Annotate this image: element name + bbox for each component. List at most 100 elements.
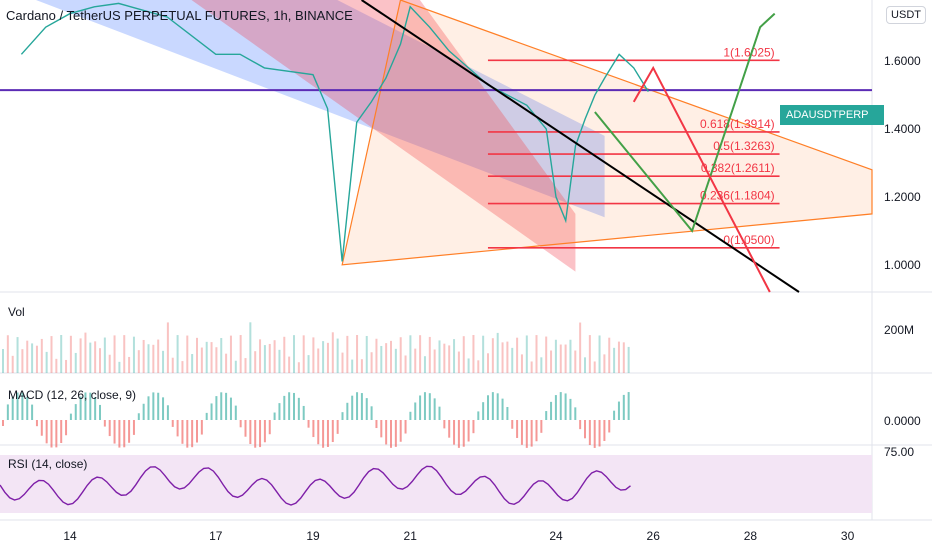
volume-bar (229, 335, 232, 373)
macd-bar (166, 405, 169, 420)
volume-bar (123, 335, 126, 373)
volume-bar (540, 357, 543, 373)
currency-button[interactable]: USDT (886, 6, 926, 24)
macd-bar (487, 395, 489, 420)
macd-bar (176, 420, 179, 437)
rsi-line (0, 465, 631, 506)
volume-bar (525, 335, 528, 373)
volume-bar (482, 335, 485, 373)
macd-bar (89, 392, 92, 420)
macd-bar (414, 402, 417, 420)
volume-bar (574, 350, 577, 373)
macd-bar (244, 420, 247, 437)
volume-bar (210, 342, 213, 373)
fib-level-label: 0(1.0500) (723, 233, 774, 247)
rsi-label: RSI (14, close) (8, 457, 88, 471)
volume-bar (516, 337, 519, 373)
volume-bar (249, 322, 252, 373)
volume-bar (157, 339, 160, 373)
macd-bar (2, 420, 4, 426)
macd-bar (336, 420, 339, 434)
volume-bar (617, 341, 620, 373)
macd-bar (409, 411, 412, 420)
macd-bar (283, 395, 286, 420)
macd-bar (69, 413, 72, 420)
volume-bar (390, 340, 392, 373)
macd-bar (322, 420, 325, 448)
macd-bar (360, 393, 363, 420)
macd-bar (123, 420, 126, 448)
volume-bar (2, 349, 4, 373)
macd-bar (380, 420, 383, 438)
macd-bar (297, 397, 300, 420)
macd-bar (394, 420, 397, 447)
volume-bar (26, 340, 29, 373)
macd-bar (613, 410, 616, 420)
macd-bar (511, 420, 514, 429)
volume-bar (559, 344, 562, 373)
volume-bar (176, 335, 179, 373)
macd-bar (482, 402, 485, 420)
volume-bar (268, 343, 271, 373)
volume-bar (74, 352, 77, 373)
volume-bar (259, 339, 262, 373)
macd-bar (259, 420, 262, 448)
macd-tick: 0.0000 (884, 414, 921, 428)
volume-bar (21, 349, 24, 373)
fib-level-label: 1(1.6025) (723, 45, 774, 59)
macd-bar (467, 420, 470, 442)
macd-bar (210, 403, 213, 420)
macd-bar (196, 420, 198, 443)
macd-bar (288, 392, 291, 420)
volume-bar (346, 335, 349, 373)
macd-bar (26, 396, 29, 420)
volume-bar (375, 338, 378, 373)
macd-bar (569, 398, 572, 420)
volume-bar (152, 344, 155, 373)
volume-bar (496, 332, 499, 373)
volume-bar (263, 345, 266, 373)
volume-bar (50, 336, 53, 373)
volume-bar (472, 335, 475, 373)
volume-bar (593, 361, 596, 373)
volume-bar (535, 335, 538, 373)
macd-bar (147, 396, 150, 420)
volume-bar (147, 344, 150, 373)
volume-bar (380, 345, 383, 373)
volume-bar (278, 349, 281, 373)
volume-bar (191, 354, 194, 373)
macd-bar (443, 420, 446, 429)
volume-bar (40, 338, 43, 373)
macd-bar (16, 392, 19, 420)
volume-bar (394, 348, 397, 373)
x-axis-tick: 21 (404, 529, 418, 543)
volume-bar (205, 341, 208, 373)
macd-bar (457, 420, 460, 448)
macd-bar (385, 420, 388, 445)
macd-bar (501, 398, 504, 420)
x-axis-tick: 26 (647, 529, 661, 543)
macd-bar (171, 420, 174, 427)
macd-bar (239, 420, 242, 428)
volume-bar (477, 360, 480, 373)
volume-bar (453, 339, 456, 373)
volume-bar (409, 335, 412, 373)
fib-level-label: 0.5(1.3263) (713, 139, 774, 153)
volume-bar (89, 342, 92, 373)
x-axis-tick: 28 (744, 529, 758, 543)
macd-bar (516, 420, 519, 438)
volume-bar (530, 361, 533, 373)
macd-bar (152, 392, 155, 420)
volume-bar (108, 354, 111, 373)
macd-bar (35, 420, 38, 427)
macd-bar (375, 420, 378, 429)
macd-bar (554, 395, 557, 420)
red-channel (191, 0, 576, 272)
macd-bar (113, 420, 116, 444)
macd-bar (370, 406, 373, 420)
volume-bar (501, 342, 504, 373)
y-axis-tick: 1.6000 (884, 54, 921, 68)
volume-bar (404, 355, 407, 373)
macd-bar (423, 392, 426, 420)
